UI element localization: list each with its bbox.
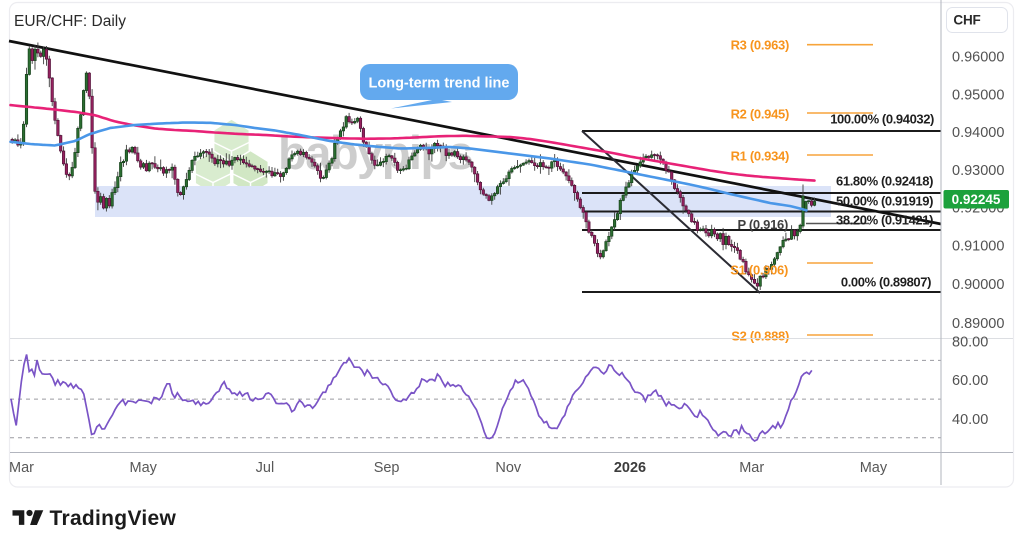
svg-text:S1 (0.906): S1 (0.906) [730,263,788,278]
svg-text:Long-term trend line: Long-term trend line [369,76,510,92]
svg-text:38.20% (0.91421): 38.20% (0.91421) [836,213,933,228]
svg-text:Mar: Mar [739,460,764,476]
svg-text:40.00: 40.00 [952,412,988,428]
svg-text:0.93000: 0.93000 [952,163,1004,179]
svg-text:0.89000: 0.89000 [952,316,1004,332]
svg-text:0.92245: 0.92245 [952,192,1001,207]
svg-text:Mar: Mar [9,460,34,476]
svg-text:80.00: 80.00 [952,335,988,351]
svg-text:Nov: Nov [495,460,522,476]
svg-text:0.96000: 0.96000 [952,50,1004,66]
svg-text:May: May [129,460,157,476]
svg-text:61.80% (0.92418): 61.80% (0.92418) [836,174,933,189]
svg-text:0.91000: 0.91000 [952,239,1004,255]
svg-text:60.00: 60.00 [952,373,988,389]
svg-text:0.00% (0.89807): 0.00% (0.89807) [841,275,931,290]
svg-text:babypips: babypips [278,126,473,179]
svg-text:0.90000: 0.90000 [952,277,1004,293]
svg-text:R1 (0.934): R1 (0.934) [731,149,789,164]
svg-text:Jul: Jul [256,460,275,476]
svg-text:May: May [860,460,888,476]
svg-text:50.00% (0.91919): 50.00% (0.91919) [836,194,933,209]
svg-text:R3 (0.963): R3 (0.963) [731,38,789,53]
svg-text:R2 (0.945): R2 (0.945) [731,107,789,122]
svg-text:0.94000: 0.94000 [952,125,1004,141]
svg-text:CHF: CHF [953,13,980,28]
svg-text:S2 (0.888): S2 (0.888) [731,329,789,344]
svg-text:Sep: Sep [374,460,400,476]
svg-text:2026: 2026 [614,460,646,476]
svg-text:100.00% (0.94032): 100.00% (0.94032) [830,112,934,127]
svg-text:0.95000: 0.95000 [952,87,1004,103]
svg-text:P (0.916): P (0.916) [737,217,788,232]
svg-text:TradingView: TradingView [50,507,177,530]
svg-text:EUR/CHF: Daily: EUR/CHF: Daily [14,13,126,30]
